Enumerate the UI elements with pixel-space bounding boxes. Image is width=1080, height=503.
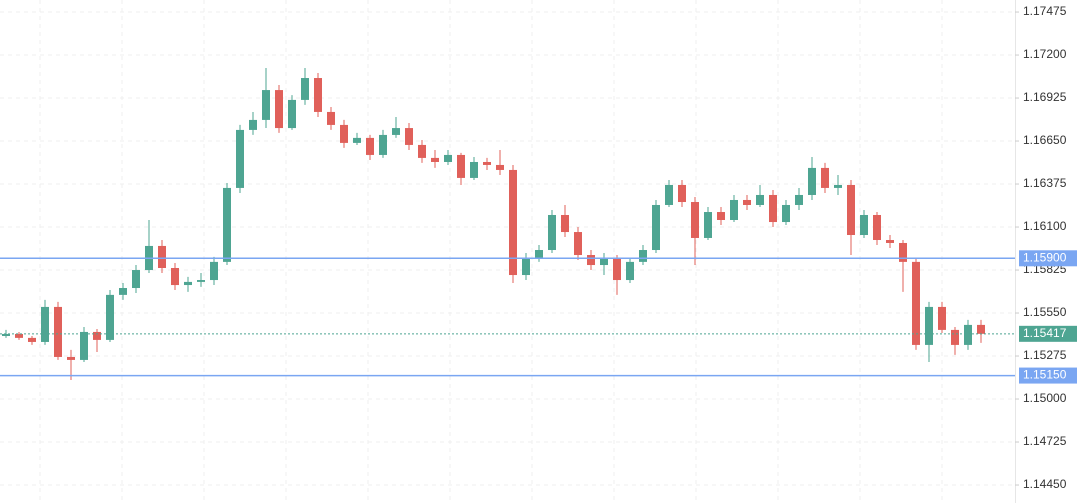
candle-body: [665, 184, 673, 205]
y-tick-label: 1.17475: [1023, 4, 1067, 18]
last-price-label: 1.15417: [1023, 326, 1067, 340]
candle-body: [821, 167, 829, 188]
candle-body: [171, 267, 179, 286]
candle-body: [925, 306, 933, 345]
candle-body: [756, 194, 764, 205]
candle-body: [730, 199, 738, 220]
y-tick-label: 1.16375: [1023, 176, 1067, 190]
candle-body: [15, 333, 23, 338]
candle-body: [470, 161, 478, 178]
candle-body: [184, 281, 192, 286]
candle-body: [340, 124, 348, 143]
candle-body: [353, 137, 361, 143]
candle-body: [769, 194, 777, 223]
candle-body: [444, 154, 452, 162]
candle-body: [418, 144, 426, 158]
candle-body: [366, 137, 374, 155]
candle-body: [262, 90, 270, 120]
candle-body: [496, 164, 504, 170]
candle-body: [899, 242, 907, 262]
candle-body: [886, 240, 894, 243]
candle-body: [249, 119, 257, 130]
candle-body: [236, 129, 244, 188]
candle-body: [80, 331, 88, 360]
candle-body: [405, 128, 413, 145]
candle-body: [548, 214, 556, 251]
y-tick-label: 1.16650: [1023, 133, 1067, 147]
candle-body: [717, 212, 725, 220]
candle-body: [483, 161, 491, 165]
candle-body: [535, 250, 543, 258]
candle-body: [314, 78, 322, 112]
last-price-box: [1019, 325, 1077, 342]
candle-body: [743, 199, 751, 205]
level-label-box: [1019, 250, 1077, 267]
candle-body: [938, 306, 946, 330]
candle-body: [860, 214, 868, 236]
candle-body: [834, 184, 842, 188]
candle-body: [457, 154, 465, 178]
y-tick-label: 1.16100: [1023, 219, 1067, 233]
candle-body: [704, 212, 712, 238]
candle-body: [873, 214, 881, 241]
candle-body: [652, 204, 660, 251]
y-tick-label: 1.14725: [1023, 434, 1067, 448]
candle-body: [522, 257, 530, 276]
y-tick-label: 1.17200: [1023, 47, 1067, 61]
candle-body: [977, 324, 985, 334]
candle-body: [288, 99, 296, 129]
candle-body: [431, 157, 439, 162]
candle-body: [41, 306, 49, 342]
candle-body: [795, 194, 803, 205]
candle-body: [223, 187, 231, 262]
candle-body: [119, 288, 127, 295]
y-tick-label: 1.15550: [1023, 305, 1067, 319]
candle-body: [600, 257, 608, 266]
level-label: 1.15150: [1023, 368, 1067, 382]
candle-body: [132, 270, 140, 289]
candle-body: [782, 204, 790, 223]
candle-body: [197, 280, 205, 282]
candle-body: [210, 261, 218, 281]
candle-body: [379, 134, 387, 155]
candle-body: [158, 245, 166, 268]
candle-body: [93, 331, 101, 340]
y-tick-label: 1.15000: [1023, 391, 1067, 405]
candle-body: [639, 250, 647, 262]
candle-body: [678, 184, 686, 203]
candle-body: [106, 294, 114, 340]
candle-body: [951, 329, 959, 345]
candle-body: [691, 202, 699, 238]
level-label: 1.15900: [1023, 250, 1067, 264]
candle-body: [392, 128, 400, 135]
level-label-box: [1019, 367, 1077, 384]
candle-body: [847, 184, 855, 236]
candle-body: [626, 261, 634, 281]
candle-body: [275, 90, 283, 129]
candle-body: [327, 111, 335, 125]
candle-body: [808, 167, 816, 195]
candle-body: [301, 78, 309, 100]
candle-body: [613, 257, 621, 281]
candle-body: [28, 337, 36, 342]
y-tick-label: 1.14450: [1023, 477, 1067, 491]
candle-body: [587, 255, 595, 266]
y-tick-label: 1.15275: [1023, 348, 1067, 362]
candle-body: [67, 356, 75, 360]
candle-body: [561, 214, 569, 233]
candle-body: [509, 169, 517, 276]
candle-body: [964, 324, 972, 345]
candle-body: [2, 333, 10, 337]
candle-body: [912, 261, 920, 345]
candle-body: [574, 232, 582, 256]
candle-body: [54, 306, 62, 357]
y-tick-label: 1.16925: [1023, 90, 1067, 104]
